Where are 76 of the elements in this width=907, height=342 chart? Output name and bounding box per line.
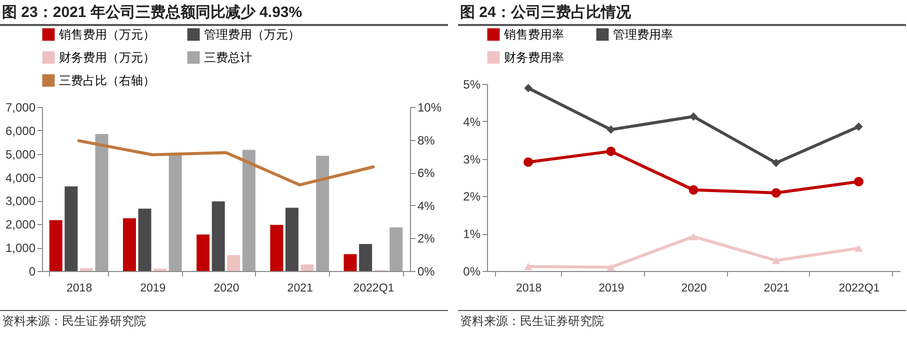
x-tick-label: 2021 [287,282,313,294]
legend-label: 管理费用（万元） [204,28,300,42]
x-tick-label: 2019 [598,282,624,294]
point [524,157,534,167]
legend-label: 三费占比（右轴） [59,74,155,88]
x-tick-label: 2022Q1 [838,282,880,294]
y2-tick-label: 10% [418,100,442,114]
x-tick-label: 2018 [516,282,542,294]
text: 资料来源：民生证券研究院 [458,310,906,332]
legend-label: 财务费用率 [504,50,564,64]
bar [196,234,210,271]
bar [227,255,240,271]
bar [242,150,256,271]
bar [122,218,136,271]
point [688,185,698,195]
chart-title: 图 23：2021 年公司三费总额同比减少 4.93% [0,0,448,26]
bar [285,208,298,271]
y-tick-label: 6,000 [5,124,36,138]
point [772,158,780,168]
y-tick-label: 1% [463,227,481,242]
bar [359,244,372,271]
point [524,262,532,270]
bar [212,201,225,271]
y-tick-label: 2% [463,190,481,204]
bar [49,220,62,271]
y-tick-label: 5% [463,78,481,92]
bar [344,254,357,271]
bar [168,153,182,271]
line-series [77,139,375,186]
x-tick-label: 2019 [140,282,166,294]
point [524,84,532,92]
chart-title: 图 24：公司三费占比情况 [458,0,906,26]
x-tick-label: 2021 [764,282,790,294]
bar [95,134,108,271]
y-tick-label: 5,000 [5,147,36,162]
bar [316,156,330,271]
legend-label: 三费总计 [204,50,252,64]
text: 资料来源：民生证券研究院 [0,310,448,332]
bar [390,227,403,271]
y2-tick-label: 0% [418,264,436,278]
point [606,146,616,156]
y-tick-label: 0 [28,264,36,278]
bar [270,224,284,271]
point [854,176,864,186]
bar [300,264,314,271]
y-tick-label: 0% [463,264,481,278]
x-tick-label: 2020 [681,282,707,294]
legend-label: 管理费用率 [613,28,673,42]
point [689,232,698,240]
y2-tick-label: 6% [418,166,436,180]
point [854,122,863,131]
point [689,112,698,121]
y2-tick-label: 2% [418,232,436,246]
x-tick-label: 2018 [66,282,92,294]
point [606,125,616,134]
legend-label: 销售费用率 [503,28,564,42]
point [854,244,863,252]
y2-tick-label: 4% [418,198,436,213]
bar [138,208,152,271]
y-tick-label: 4% [463,114,481,129]
legend-label: 财务费用（万元） [59,50,155,64]
y-tick-label: 3,000 [5,194,36,208]
y2-tick-label: 8% [418,133,436,148]
bar [64,186,78,271]
bar [80,268,93,271]
point [772,256,780,264]
y-tick-label: 7,000 [5,100,36,114]
legend-label: 销售费用（万元） [58,28,155,42]
y-tick-label: 4,000 [5,170,36,185]
x-tick-label: 2022Q1 [353,282,394,294]
point [771,188,781,198]
x-tick-label: 2020 [214,282,240,294]
point [606,264,616,271]
y-tick-label: 3% [463,152,481,166]
y-tick-label: 1,000 [5,241,36,256]
y-tick-label: 2,000 [5,218,36,232]
